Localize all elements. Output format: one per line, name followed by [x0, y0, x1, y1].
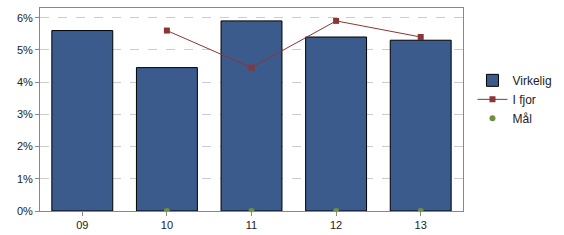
svg-text:2%: 2% [17, 140, 33, 152]
svg-text:13: 13 [415, 219, 427, 231]
svg-text:0%: 0% [17, 205, 33, 217]
svg-text:1%: 1% [17, 173, 33, 185]
svg-text:I fjor: I fjor [512, 93, 535, 107]
svg-text:10: 10 [161, 219, 173, 231]
svg-text:4%: 4% [17, 76, 33, 88]
svg-text:Mål: Mål [512, 112, 531, 126]
svg-text:3%: 3% [17, 108, 33, 120]
svg-text:09: 09 [76, 219, 88, 231]
svg-text:5%: 5% [17, 44, 33, 56]
svg-text:11: 11 [246, 219, 257, 231]
svg-text:Virkelig: Virkelig [512, 74, 551, 88]
svg-text:12: 12 [330, 219, 342, 231]
svg-text:6%: 6% [17, 12, 33, 24]
